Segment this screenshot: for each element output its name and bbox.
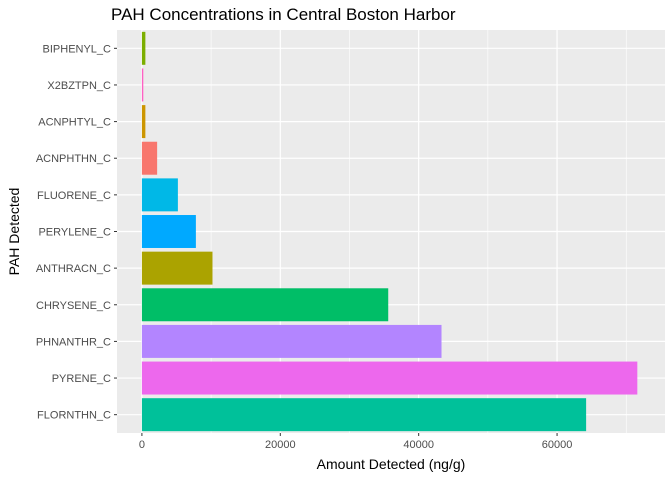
y-tick-label: CHRYSENE_C [36,300,111,312]
bar-chrysene-c [141,288,389,322]
y-tick-label: ACNPHTHN_C [36,153,111,165]
bar-pyrene-c [141,361,638,395]
bar-perylene-c [141,215,196,248]
bar-x2bztpn-c [141,68,144,102]
y-tick-label: PYRENE_C [52,373,111,385]
y-tick-label: BIPHENYL_C [43,43,112,55]
bar-phnanthr-c [141,324,442,358]
x-axis: 0 20000 40000 60000 [139,433,573,451]
x-tick-label: 0 [139,439,145,451]
y-tick-label: ACNPHTYL_C [38,117,111,129]
bar-acnphthn-c [141,141,158,175]
bar-biphenyl-c [141,31,146,65]
chart-title: PAH Concentrations in Central Boston Har… [111,5,456,24]
y-tick-label: FLUORENE_C [37,190,111,202]
x-tick-label: 40000 [403,439,434,451]
y-tick-label: PHNANTHR_C [36,336,111,348]
bar-fluorene-c [141,178,178,212]
bar-flornthn-c [141,398,587,432]
x-axis-title: Amount Detected (ng/g) [317,456,466,472]
y-tick-label: X2BZTPN_C [47,80,111,92]
y-tick-label: ANTHRACN_C [36,263,111,275]
y-tick-label: PERYLENE_C [38,227,111,239]
x-tick-label: 20000 [265,439,296,451]
y-tick-label: FLORNTHN_C [37,410,111,422]
x-tick-label: 60000 [542,439,573,451]
bars [141,31,638,432]
y-axis-title: PAH Detected [6,188,22,276]
bar-acnphtyl-c [141,105,146,139]
y-axis: BIPHENYL_C X2BZTPN_C ACNPHTYL_C ACNPHTHN_C F… [36,43,117,422]
bar-anthracn-c [141,251,213,285]
